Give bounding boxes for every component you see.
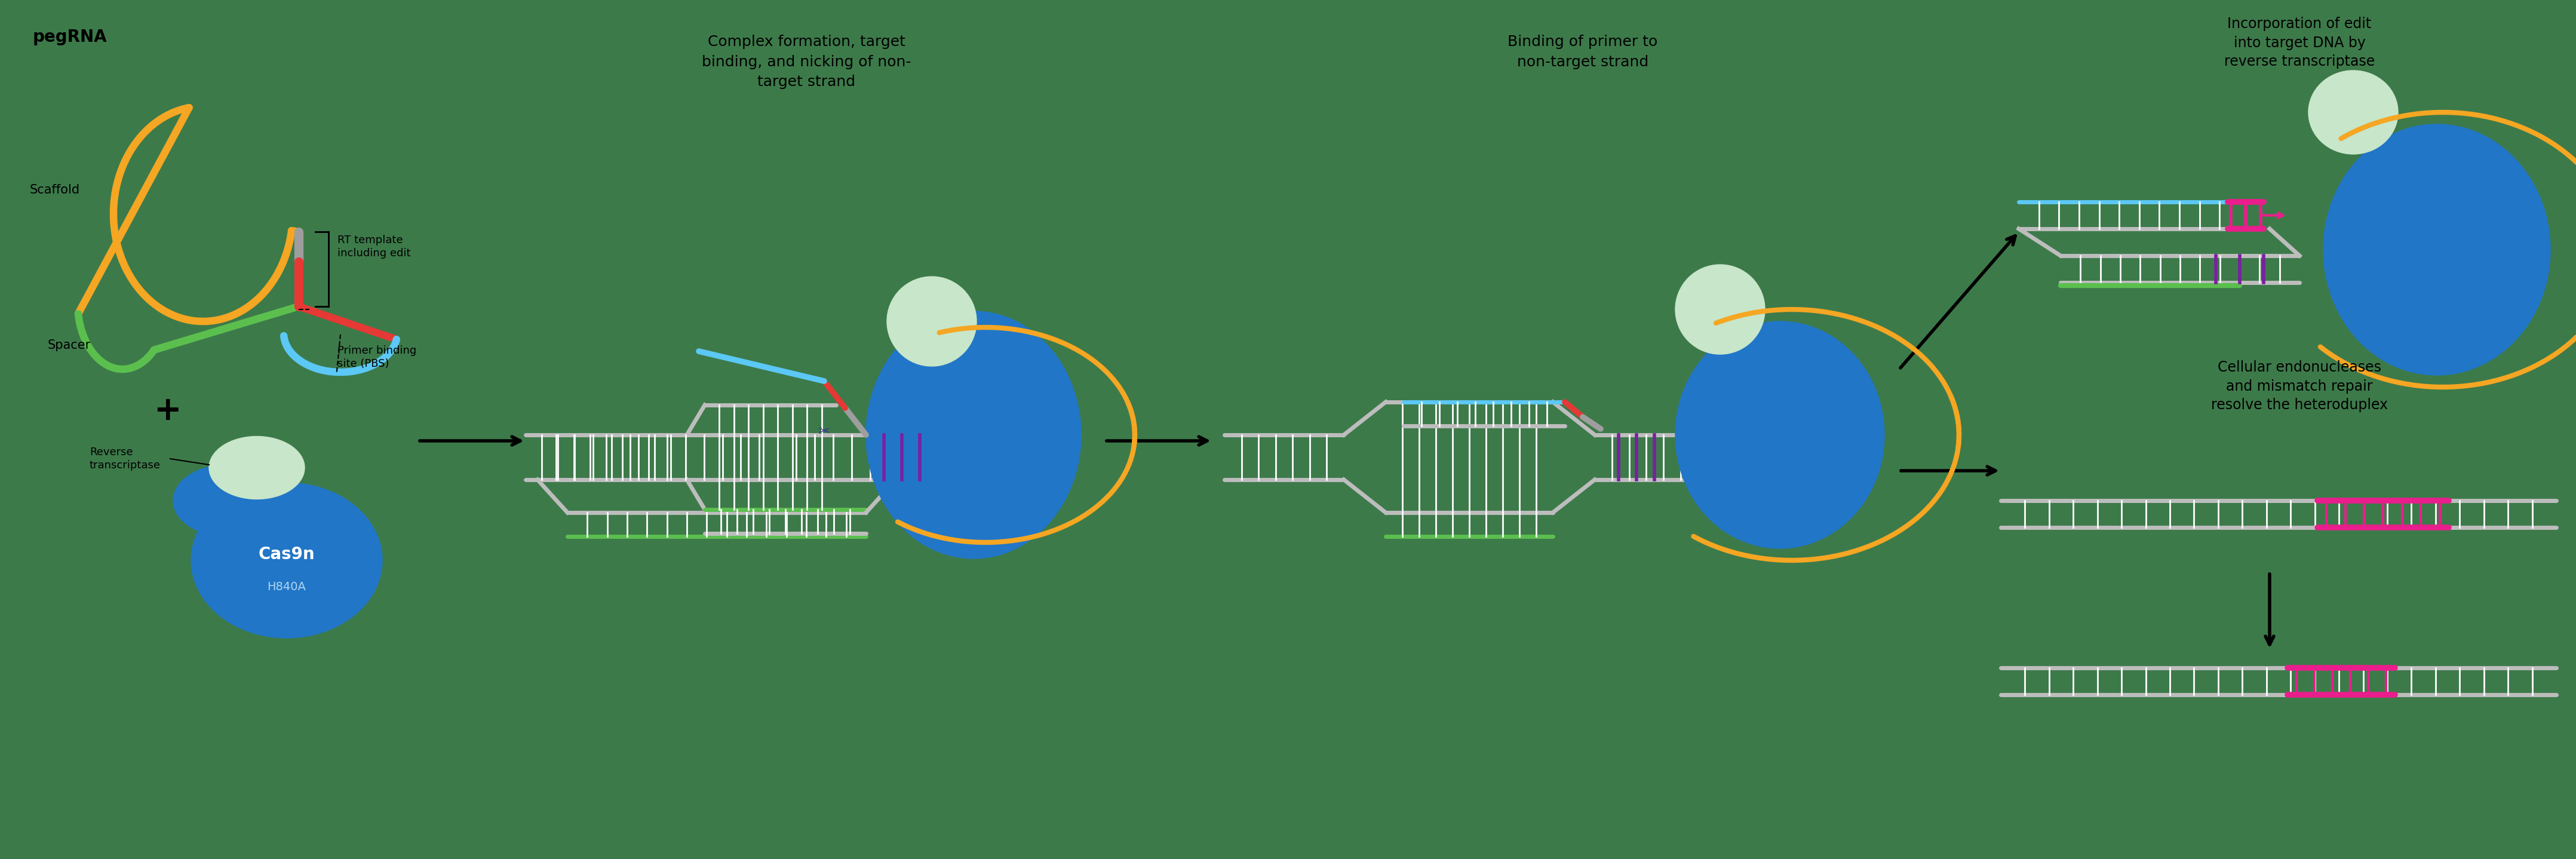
Text: Primer binding
site (PBS): Primer binding site (PBS): [337, 345, 417, 369]
Ellipse shape: [1674, 265, 1765, 354]
Text: +: +: [155, 395, 180, 427]
Ellipse shape: [173, 465, 281, 536]
Text: Cas9n: Cas9n: [258, 546, 314, 563]
Ellipse shape: [1674, 321, 1886, 548]
Text: pegRNA: pegRNA: [33, 28, 108, 46]
Text: Complex formation, target
binding, and nicking of non-
target strand: Complex formation, target binding, and n…: [701, 34, 912, 89]
Ellipse shape: [2308, 70, 2398, 154]
Text: Scaffold: Scaffold: [31, 184, 80, 196]
Text: Binding of primer to
non-target strand: Binding of primer to non-target strand: [1507, 34, 1659, 69]
Text: Cellular endonucleases
and mismatch repair
resolve the heteroduplex: Cellular endonucleases and mismatch repa…: [2210, 360, 2388, 412]
Text: Reverse
transcriptase: Reverse transcriptase: [90, 447, 160, 471]
Ellipse shape: [2324, 125, 2550, 375]
Text: RT template
including edit: RT template including edit: [337, 235, 410, 259]
Text: Incorporation of edit
into target DNA by
reverse transcriptase: Incorporation of edit into target DNA by…: [2223, 16, 2375, 69]
Ellipse shape: [866, 311, 1082, 558]
Ellipse shape: [209, 436, 304, 499]
Text: ✂: ✂: [819, 424, 829, 439]
Ellipse shape: [886, 277, 976, 366]
Ellipse shape: [191, 483, 381, 638]
Text: H840A: H840A: [268, 582, 307, 593]
Text: Spacer: Spacer: [49, 339, 90, 351]
